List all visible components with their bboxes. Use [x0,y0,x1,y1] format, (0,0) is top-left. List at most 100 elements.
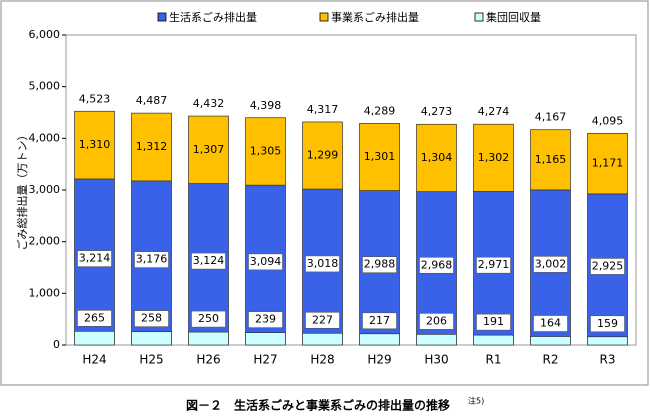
x-tick-label: R3 [600,353,616,367]
bar-segment [416,123,457,193]
total-label: 4,317 [307,103,339,116]
value-label: 1,302 [478,151,510,164]
value-label: 3,176 [136,253,168,266]
value-label: 1,165 [535,153,567,166]
legend-label: 集団回収量 [486,10,541,24]
value-label: 227 [312,313,333,326]
value-label-box [134,251,169,268]
legend-swatch [157,12,167,22]
value-label: 258 [141,312,162,325]
x-tick-label: H29 [367,353,391,367]
legend-label: 事業系ごみ排出量 [331,10,419,24]
value-label: 3,094 [250,255,282,268]
x-tick-label: H28 [310,353,334,367]
total-label: 4,289 [364,104,396,117]
x-tick-label: H24 [82,353,106,367]
legend-swatch [319,12,329,22]
value-label: 250 [198,312,219,325]
bar-segment [302,332,343,346]
value-label-box [533,256,568,273]
legend-label: 生活系ごみ排出量 [169,10,257,24]
bar-segment [473,123,514,192]
x-tick-label: R2 [543,353,559,367]
x-tick-label: H27 [253,353,277,367]
value-label-box [362,256,397,274]
x-tick-label: R1 [486,353,502,367]
bar-segment [131,331,172,346]
value-label: 2,925 [592,259,624,272]
value-label-box [305,311,340,329]
x-tick-label: H30 [424,353,448,367]
value-label: 3,214 [79,252,111,265]
total-label: 4,273 [421,105,453,118]
value-label: 191 [483,315,504,328]
total-label: 4,274 [478,105,510,118]
total-label: 4,167 [535,111,567,124]
bar-segment [530,129,571,191]
value-label: 1,307 [193,143,225,156]
value-label-box [305,255,340,273]
value-label-box [248,253,283,271]
value-label-box [419,256,454,274]
x-tick-label: H26 [196,353,220,367]
y-tick-label: 0 [53,338,60,351]
y-tick-label: 4,000 [29,131,61,144]
value-label: 217 [369,314,390,327]
caption: 図－２ 生活系ごみと事業系ごみの排出量の推移 [186,398,450,413]
total-label: 4,487 [136,94,168,107]
y-tick-label: 6,000 [29,28,61,41]
value-label: 3,002 [535,257,567,270]
value-label: 239 [255,313,276,326]
value-label-box [362,312,397,330]
y-tick-label: 3,000 [29,183,61,196]
value-label-box [248,311,283,328]
bar-segment [188,331,229,346]
value-label: 1,171 [592,157,624,170]
total-label: 4,095 [592,114,624,127]
bar-segment [587,133,628,195]
bar-segment [416,334,457,346]
value-label: 3,124 [193,254,225,267]
value-label: 1,312 [136,140,168,153]
value-label-box [191,310,226,328]
value-label: 206 [426,314,447,327]
value-label-box [476,256,511,274]
total-label: 4,523 [79,92,111,105]
caption-note: 注5) [468,396,484,406]
bar-segment [302,121,343,190]
bar-segment [74,110,115,180]
y-tick-label: 1,000 [29,286,61,299]
value-label: 1,301 [364,150,396,163]
bar-segment [74,330,115,346]
bar-segment [359,123,400,191]
bar-segment [245,332,286,346]
value-label-box [419,313,454,330]
y-tick-label: 5,000 [29,80,61,93]
chart-frame [0,0,649,386]
value-label-box [191,252,226,270]
value-label: 159 [597,317,618,330]
value-label: 2,968 [421,258,453,271]
value-label: 3,018 [307,257,339,270]
x-tick-label: H25 [139,353,163,367]
value-label-box [476,313,511,331]
bar-segment [473,334,514,346]
value-label: 1,305 [250,144,282,157]
bar-segment [587,336,628,346]
value-label: 2,988 [364,258,396,271]
value-label-box [77,310,112,327]
total-label: 4,398 [250,99,282,112]
y-tick-label: 2,000 [29,235,61,248]
bar-segment [530,336,571,346]
total-label: 4,432 [193,97,225,110]
value-label: 2,971 [478,258,510,271]
value-label-box [533,315,568,332]
value-label: 1,310 [79,138,111,151]
bar-segment [245,117,286,186]
legend-swatch [474,12,484,22]
bar-segment [359,333,400,346]
value-label-box [77,250,112,267]
bar-segment [131,112,172,182]
